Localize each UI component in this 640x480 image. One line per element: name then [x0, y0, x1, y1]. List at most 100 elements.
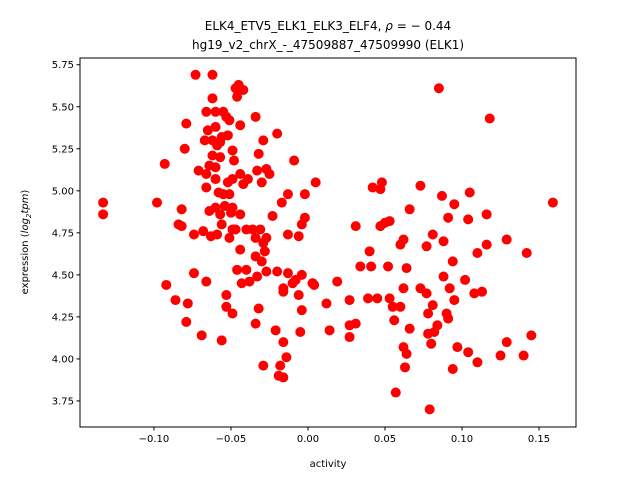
data-point: [282, 189, 293, 200]
data-point: [278, 372, 289, 383]
data-point: [472, 248, 483, 259]
y-axis-label: expression (log2tpm): [20, 190, 33, 295]
data-point: [282, 268, 293, 279]
y-tick-label: 4.75: [52, 228, 74, 239]
data-point: [366, 261, 377, 272]
data-point: [256, 177, 267, 188]
data-point: [210, 121, 221, 132]
data-point: [424, 404, 435, 415]
y-tick-label: 5.00: [52, 186, 74, 197]
data-point: [447, 256, 458, 267]
data-point: [190, 69, 201, 80]
data-point: [258, 360, 269, 371]
data-point: [501, 337, 512, 348]
data-point: [464, 187, 475, 198]
data-point: [324, 325, 335, 336]
data-point: [224, 189, 235, 200]
data-point: [310, 177, 321, 188]
data-point: [438, 271, 449, 282]
data-point: [379, 217, 390, 228]
data-point: [207, 150, 218, 161]
data-point: [404, 323, 415, 334]
data-point: [293, 290, 304, 301]
data-point: [181, 316, 192, 327]
data-point: [444, 283, 455, 294]
data-point: [363, 293, 374, 304]
data-point: [427, 300, 438, 311]
data-point: [250, 111, 261, 122]
data-point: [452, 342, 463, 353]
data-point: [201, 276, 212, 287]
data-point: [235, 120, 246, 131]
data-point: [449, 295, 460, 306]
x-tick-label: −0.05: [216, 434, 247, 445]
data-point: [481, 209, 492, 220]
data-point: [224, 232, 235, 243]
data-point: [267, 211, 278, 222]
data-point: [272, 266, 283, 277]
data-point: [481, 239, 492, 250]
data-point: [384, 293, 395, 304]
data-point: [253, 148, 264, 159]
data-point: [179, 143, 190, 154]
data-point: [355, 261, 366, 272]
data-point: [247, 224, 258, 235]
data-point: [421, 288, 432, 299]
data-point: [98, 209, 109, 220]
x-axis: −0.10 −0.05 0.00 0.05 0.10 0.15: [139, 427, 550, 445]
x-tick-label: −0.10: [139, 434, 170, 445]
data-point: [278, 337, 289, 348]
data-point: [501, 234, 512, 245]
data-point: [182, 298, 193, 309]
data-point: [161, 279, 172, 290]
data-point: [229, 155, 240, 166]
data-point: [255, 224, 266, 235]
data-point: [215, 152, 226, 163]
data-point: [299, 189, 310, 200]
data-point: [383, 261, 394, 272]
data-point: [372, 293, 383, 304]
data-point: [484, 113, 495, 124]
data-point: [256, 256, 267, 267]
data-point: [350, 318, 361, 329]
data-point: [395, 301, 406, 312]
data-point: [282, 229, 293, 240]
data-point: [193, 165, 204, 176]
data-point: [221, 290, 232, 301]
data-point: [196, 330, 207, 341]
data-point: [401, 348, 412, 359]
data-point: [275, 360, 286, 371]
data-point: [235, 209, 246, 220]
y-tick-label: 4.25: [52, 312, 74, 323]
data-point: [170, 295, 181, 306]
data-point: [241, 264, 252, 275]
data-point: [253, 303, 264, 314]
data-point: [242, 174, 253, 185]
data-point: [216, 219, 227, 230]
x-tick-label: 0.00: [297, 434, 319, 445]
x-tick-label: 0.05: [374, 434, 396, 445]
y-axis: 3.75 4.00 4.25 4.50 4.75 5.00 5.25 5.50 5.75: [52, 60, 80, 407]
data-point: [421, 241, 432, 252]
data-point: [176, 204, 187, 215]
data-point: [210, 106, 221, 117]
data-point: [281, 352, 292, 363]
data-point: [244, 276, 255, 287]
data-point: [521, 248, 532, 259]
data-point: [201, 106, 212, 117]
data-point: [235, 244, 246, 255]
data-point: [344, 295, 355, 306]
axes-frame: [79, 57, 577, 428]
data-point: [415, 180, 426, 191]
data-point: [449, 199, 460, 210]
x-axis-label: activity: [310, 459, 347, 470]
data-point: [264, 168, 275, 179]
data-point: [278, 286, 289, 297]
data-point: [215, 137, 226, 148]
data-point: [547, 197, 558, 208]
data-point: [443, 313, 454, 324]
data-point: [404, 204, 415, 215]
data-point: [296, 219, 307, 230]
data-point: [258, 237, 269, 248]
